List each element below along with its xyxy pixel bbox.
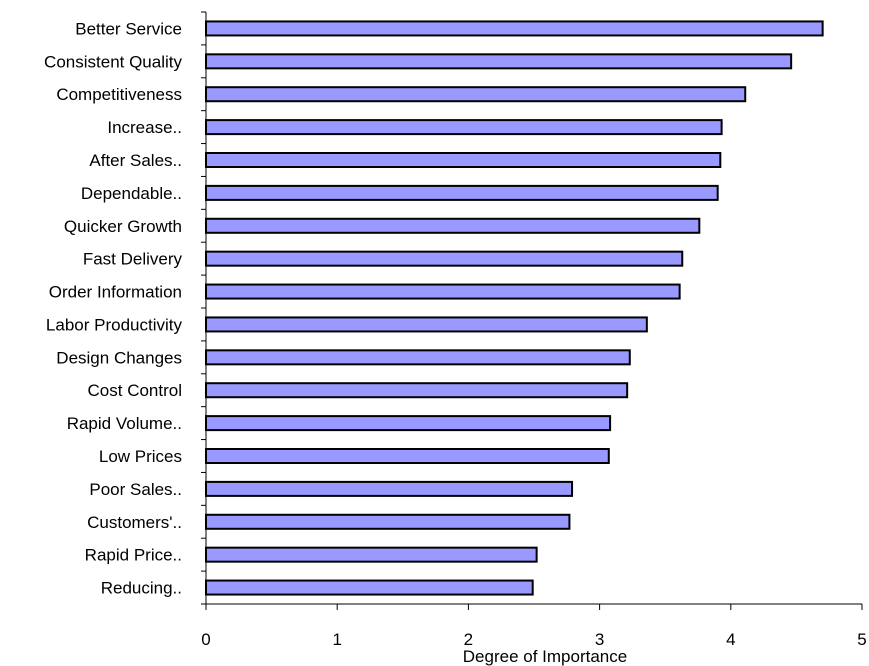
x-tick-label: 4 [726, 630, 735, 649]
category-label: Rapid Volume.. [67, 414, 182, 433]
category-label: Quicker Growth [64, 217, 182, 236]
x-tick-label: 3 [595, 630, 604, 649]
x-tick-marks [205, 604, 863, 610]
bar [205, 546, 538, 563]
category-label: Competitiveness [56, 85, 182, 104]
x-tick-labels: 0 1 2 3 4 5 [201, 630, 866, 649]
category-label: Labor Productivity [46, 315, 183, 334]
x-tick-label: 2 [464, 630, 473, 649]
bar [205, 53, 793, 70]
bar [205, 382, 629, 399]
bar [205, 119, 723, 136]
bar [205, 86, 747, 103]
bar [205, 283, 681, 300]
bar [205, 20, 824, 37]
bar [205, 415, 612, 432]
category-label: Rapid Price.. [85, 546, 182, 565]
category-labels: Better Service Consistent Quality Competit… [44, 19, 182, 597]
x-tick-label: 0 [201, 630, 210, 649]
category-label: Fast Delivery [83, 250, 183, 269]
bar [205, 579, 534, 596]
bars-group [205, 20, 824, 596]
bar [205, 448, 610, 464]
bar [205, 349, 631, 366]
bar [205, 184, 719, 201]
category-label: Cost Control [88, 381, 182, 400]
category-label: Poor Sales.. [89, 480, 182, 499]
x-axis-label: Degree of Importance [463, 647, 627, 666]
category-label: Dependable.. [81, 184, 182, 203]
category-label: After Sales.. [89, 151, 182, 170]
category-label: Increase.. [107, 118, 182, 137]
bar [205, 152, 722, 168]
category-label: Reducing.. [101, 579, 182, 598]
y-tick-marks [201, 11, 206, 605]
bar [205, 217, 701, 234]
category-label: Order Information [49, 283, 182, 302]
bar [205, 316, 648, 333]
category-label: Low Prices [99, 447, 182, 466]
x-tick-label: 1 [332, 630, 341, 649]
category-label: Design Changes [56, 348, 182, 367]
bar [205, 250, 684, 267]
x-tick-label: 5 [857, 630, 866, 649]
category-label: Customers'.. [87, 513, 182, 532]
bar [205, 513, 571, 530]
bar [205, 480, 574, 497]
category-label: Better Service [75, 19, 182, 38]
category-label: Consistent Quality [44, 52, 182, 71]
